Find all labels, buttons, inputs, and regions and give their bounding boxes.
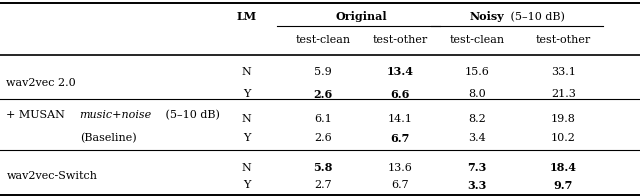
Text: 6.7: 6.7 [391,180,409,190]
Text: 6.7: 6.7 [390,133,410,144]
Text: 13.6: 13.6 [388,162,412,173]
Text: 15.6: 15.6 [465,66,489,77]
Text: 2.6: 2.6 [314,133,332,143]
Text: 33.1: 33.1 [551,66,575,77]
Text: 2.6: 2.6 [314,89,333,100]
Text: LM: LM [236,11,257,22]
Text: 9.7: 9.7 [554,180,573,191]
Text: 13.4: 13.4 [387,66,413,77]
Text: Y: Y [243,180,250,190]
Text: 18.4: 18.4 [550,162,577,173]
Text: 21.3: 21.3 [551,89,575,99]
Text: Original: Original [336,11,387,22]
Text: Noisy: Noisy [469,11,504,22]
Text: 5.9: 5.9 [314,66,332,77]
Text: 3.4: 3.4 [468,133,486,143]
Text: test-clean: test-clean [296,35,351,45]
Text: wav2vec 2.0: wav2vec 2.0 [6,78,76,88]
Text: 3.3: 3.3 [467,180,486,191]
Text: 8.0: 8.0 [468,89,486,99]
Text: (Baseline): (Baseline) [81,133,137,143]
Text: 2.7: 2.7 [314,180,332,190]
Text: N: N [241,162,252,173]
Text: 5.8: 5.8 [314,162,333,173]
Text: 14.1: 14.1 [388,113,412,124]
Text: + MUSAN: + MUSAN [6,110,68,120]
Text: wav2vec-Switch: wav2vec-Switch [6,171,97,181]
Text: Y: Y [243,89,250,99]
Text: 19.8: 19.8 [551,113,575,124]
Text: music+noise: music+noise [79,110,151,120]
Text: 6.6: 6.6 [390,89,410,100]
Text: 6.1: 6.1 [314,113,332,124]
Text: 7.3: 7.3 [467,162,486,173]
Text: N: N [241,66,252,77]
Text: 10.2: 10.2 [551,133,575,143]
Text: (5–10 dB): (5–10 dB) [162,110,220,120]
Text: test-clean: test-clean [449,35,504,45]
Text: 8.2: 8.2 [468,113,486,124]
Text: test-other: test-other [372,35,428,45]
Text: N: N [241,113,252,124]
Text: (5–10 dB): (5–10 dB) [507,12,565,22]
Text: test-other: test-other [536,35,591,45]
Text: Y: Y [243,133,250,143]
